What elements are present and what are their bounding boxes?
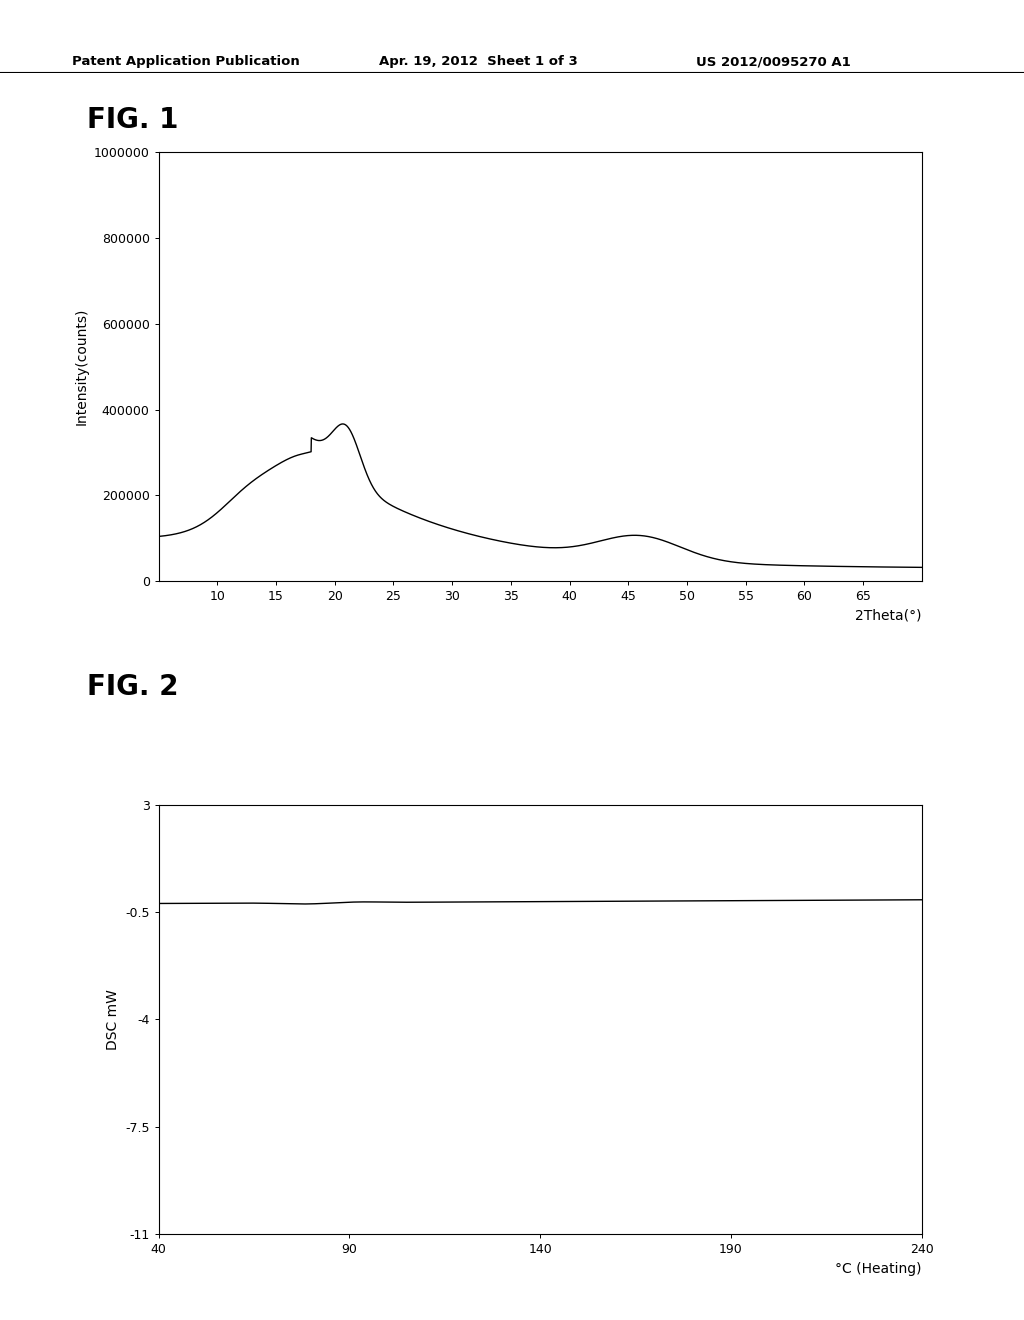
X-axis label: 2Theta(°): 2Theta(°)	[855, 609, 922, 623]
Text: Apr. 19, 2012  Sheet 1 of 3: Apr. 19, 2012 Sheet 1 of 3	[379, 55, 578, 69]
Text: FIG. 1: FIG. 1	[87, 106, 178, 133]
Text: US 2012/0095270 A1: US 2012/0095270 A1	[696, 55, 851, 69]
X-axis label: °C (Heating): °C (Heating)	[836, 1262, 922, 1276]
Text: Patent Application Publication: Patent Application Publication	[72, 55, 299, 69]
Text: FIG. 2: FIG. 2	[87, 673, 178, 701]
Y-axis label: Intensity(counts): Intensity(counts)	[75, 308, 88, 425]
Y-axis label: DSC mW: DSC mW	[105, 989, 120, 1049]
